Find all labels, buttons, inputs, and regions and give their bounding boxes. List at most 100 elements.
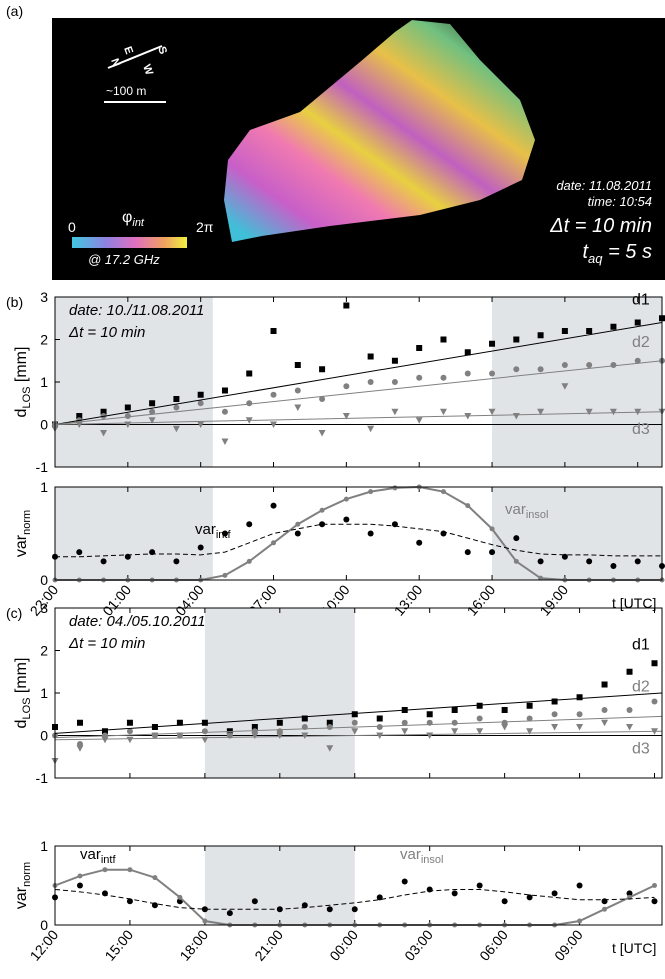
- point: [392, 485, 397, 490]
- x-tick-label: 13:00: [391, 581, 426, 618]
- point: [246, 521, 252, 527]
- y-tick-label: 3: [40, 289, 48, 305]
- point: [392, 358, 398, 364]
- point: [368, 489, 373, 494]
- point: [576, 724, 583, 731]
- point: [76, 745, 83, 752]
- point: [295, 362, 301, 368]
- point: [327, 724, 333, 730]
- point: [452, 720, 458, 726]
- point: [246, 371, 252, 377]
- point: [441, 489, 446, 494]
- point: [368, 379, 374, 385]
- point: [271, 392, 277, 398]
- point: [526, 728, 533, 735]
- point: [319, 366, 325, 372]
- label-sub: intf: [101, 854, 117, 866]
- y-tick-label: 1: [40, 838, 48, 854]
- frequency: @ 17.2 GHz: [88, 252, 160, 267]
- point: [416, 540, 422, 546]
- point: [465, 549, 471, 555]
- point: [271, 328, 277, 334]
- point: [227, 910, 233, 916]
- point: [416, 417, 423, 424]
- point: [127, 720, 133, 726]
- point: [527, 703, 533, 709]
- point: [416, 345, 422, 351]
- shaded-period: [55, 487, 213, 580]
- label-main: d: [13, 409, 30, 418]
- label-sub: LOS: [21, 387, 33, 409]
- x-tick-label: 03:00: [401, 926, 436, 963]
- colorbar-max: 2π: [196, 219, 214, 235]
- point: [295, 388, 301, 394]
- point: [352, 711, 358, 717]
- point: [343, 303, 349, 309]
- series-label: d2: [632, 334, 650, 351]
- x-tick-label: 15:00: [101, 926, 136, 963]
- point: [489, 341, 495, 347]
- info: Δt = 10 min: [68, 635, 145, 652]
- x-tick-label: 09:00: [551, 926, 586, 963]
- point: [177, 895, 182, 900]
- date: date: 11.08.2011: [556, 178, 652, 193]
- point: [352, 720, 358, 726]
- point: [627, 707, 633, 713]
- point: [552, 711, 558, 717]
- y-tick-label: 1: [40, 374, 48, 390]
- point: [202, 728, 208, 734]
- point: [502, 707, 508, 713]
- point: [319, 430, 326, 437]
- y-tick-label: 0: [40, 417, 48, 433]
- label-main: var: [400, 846, 421, 863]
- point: [477, 883, 483, 889]
- panel-label: (c): [6, 605, 22, 621]
- point: [76, 549, 82, 555]
- point: [368, 354, 374, 360]
- interval: Δt = 10 min: [549, 215, 652, 237]
- point: [125, 405, 131, 411]
- point: [173, 558, 179, 564]
- point: [125, 413, 131, 419]
- point: [562, 362, 568, 368]
- panel-label: (a): [6, 3, 23, 19]
- y-tick-label: 3: [40, 600, 48, 616]
- point: [77, 720, 83, 726]
- x-tick-label: 19:00: [536, 581, 571, 618]
- point: [602, 707, 608, 713]
- series-label: varinsol: [400, 846, 443, 866]
- point: [586, 362, 592, 368]
- point: [277, 720, 283, 726]
- point: [377, 716, 383, 722]
- point: [222, 388, 228, 394]
- x-tick-label: 18:00: [176, 926, 211, 963]
- point: [127, 728, 133, 734]
- point: [127, 867, 132, 872]
- y-tick-label: 0: [40, 728, 48, 744]
- label-sub: norm: [21, 510, 33, 535]
- phi: φ: [122, 209, 132, 226]
- point: [562, 328, 568, 334]
- point: [635, 320, 641, 326]
- label-main: var: [13, 534, 30, 557]
- colorbar: [72, 237, 187, 248]
- point: [247, 559, 252, 564]
- x-axis-label: t [UTC]: [612, 940, 656, 956]
- point: [652, 883, 657, 888]
- point: [392, 379, 398, 385]
- t-rest: = 5 s: [603, 241, 652, 263]
- point: [514, 559, 519, 564]
- point: [149, 400, 155, 406]
- y-axis-label: varnorm: [13, 510, 33, 557]
- point: [610, 362, 616, 368]
- series-label: varintf: [80, 846, 116, 866]
- point: [477, 716, 483, 722]
- label-main: var: [195, 521, 216, 538]
- point: [452, 890, 458, 896]
- point: [343, 517, 349, 523]
- y-tick-label: 1: [40, 479, 48, 495]
- point: [586, 328, 592, 334]
